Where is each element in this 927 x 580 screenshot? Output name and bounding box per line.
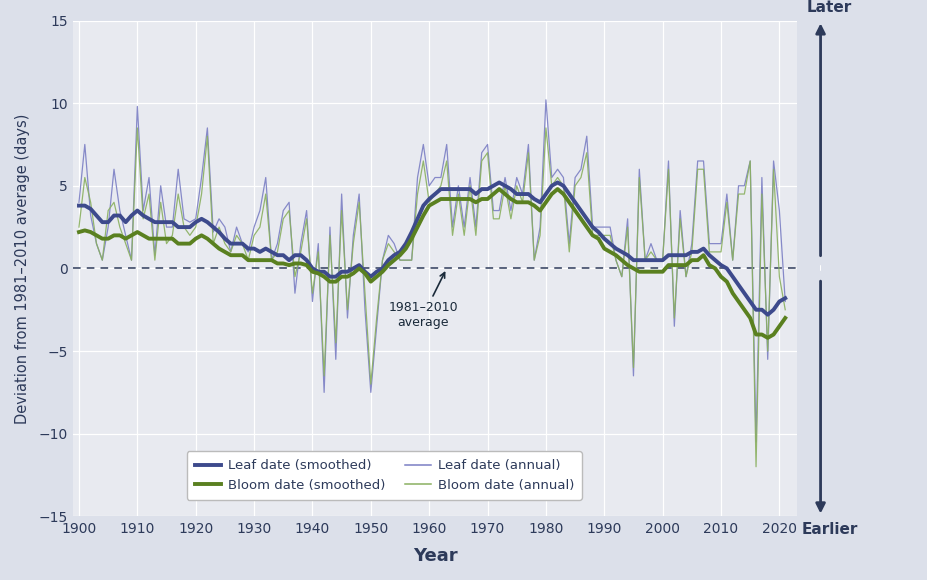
Text: Earlier: Earlier: [800, 522, 857, 537]
X-axis label: Year: Year: [413, 547, 457, 565]
Y-axis label: Deviation from 1981–2010 average (days): Deviation from 1981–2010 average (days): [15, 113, 30, 423]
Text: Later: Later: [806, 0, 851, 14]
Text: 1981–2010
average: 1981–2010 average: [388, 273, 458, 329]
Legend: Leaf date (smoothed), Bloom date (smoothed), Leaf date (annual), Bloom date (ann: Leaf date (smoothed), Bloom date (smooth…: [186, 451, 581, 500]
